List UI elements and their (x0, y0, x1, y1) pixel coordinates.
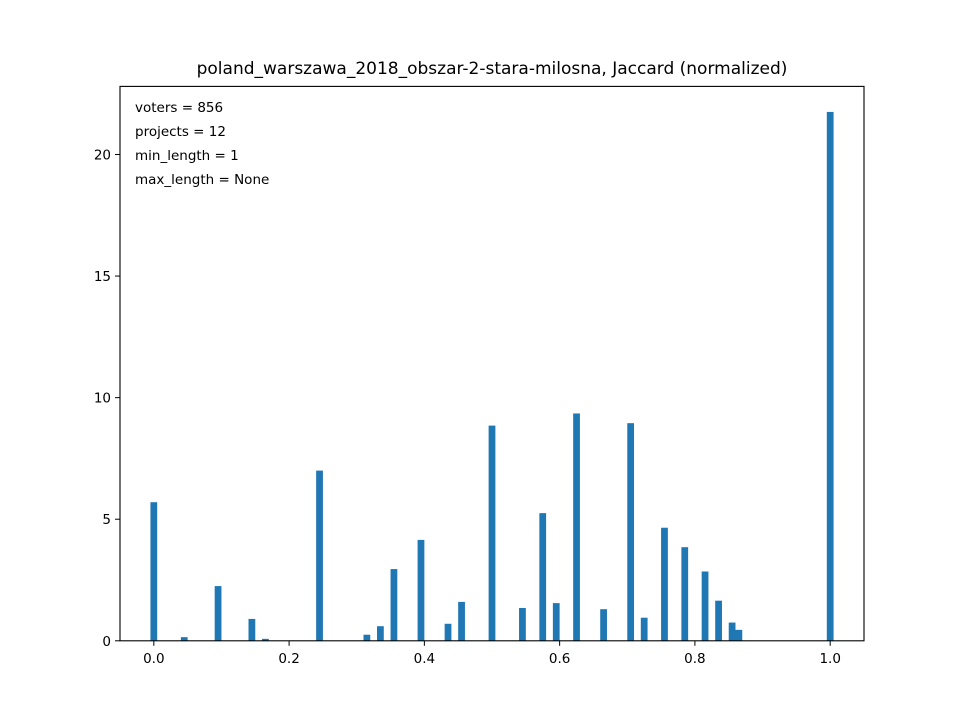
histogram-bar (150, 502, 158, 641)
annotation-projects: projects = 12 (135, 124, 226, 140)
histogram-bar (826, 111, 834, 641)
histogram-bar (661, 527, 668, 641)
histogram-bar (735, 629, 743, 641)
x-axis: 0.0 0.2 0.4 0.6 0.8 1.0 (143, 640, 841, 667)
histogram-bar (627, 423, 635, 641)
histogram-bar (214, 586, 222, 641)
histogram-bar (681, 547, 689, 641)
histogram-bar (262, 638, 269, 641)
histogram-bar (458, 601, 465, 641)
histogram-bar (363, 634, 371, 641)
histogram-bar (377, 626, 384, 641)
histogram-bar (519, 607, 526, 641)
histogram-bar (728, 622, 736, 641)
histogram-bar (715, 600, 722, 641)
x-tick-label: 0.2 (278, 651, 299, 667)
y-axis: 0 5 10 15 20 (94, 147, 120, 650)
bars-group (150, 111, 834, 641)
histogram-bar (180, 637, 188, 641)
histogram-bar (539, 513, 547, 641)
y-tick-label: 15 (94, 269, 111, 285)
histogram-bar (552, 603, 560, 641)
x-tick-label: 0.0 (143, 651, 164, 667)
plot-frame (119, 85, 865, 642)
histogram-bar (640, 617, 648, 641)
x-tick-label: 0.6 (549, 651, 570, 667)
annotation-min-length: min_length = 1 (135, 148, 239, 164)
histogram-bar (248, 618, 256, 641)
histogram-bar (390, 569, 398, 641)
y-tick-label: 10 (94, 391, 111, 407)
annotation-voters: voters = 856 (135, 100, 223, 116)
chart-title: poland_warszawa_2018_obszar-2-stara-milo… (197, 59, 788, 79)
annotation-max-length: max_length = None (135, 172, 269, 188)
stats-annotation: voters = 856 projects = 12 min_length = … (135, 100, 269, 188)
histogram-bar (444, 623, 452, 641)
y-tick-label: 5 (102, 512, 111, 528)
histogram-bar (600, 609, 607, 641)
histogram-bar (316, 470, 323, 641)
histogram-bar (573, 413, 580, 641)
y-tick-label: 0 (102, 634, 111, 650)
histogram-bar (488, 425, 496, 641)
x-tick-label: 0.4 (414, 651, 435, 667)
x-tick-label: 1.0 (819, 651, 840, 667)
histogram-bar (701, 571, 709, 641)
x-tick-label: 0.8 (684, 651, 705, 667)
histogram-bar (417, 539, 425, 641)
y-tick-label: 20 (94, 147, 111, 163)
